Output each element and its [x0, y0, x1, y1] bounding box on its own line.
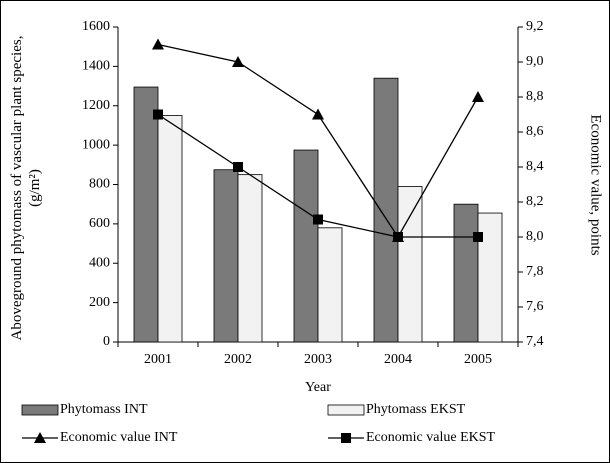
y2-tick-label: 9,0: [526, 54, 544, 69]
legend-label: Phytomass INT: [60, 402, 148, 417]
y2-axis-label: Economic value, points: [588, 114, 604, 255]
line-marker: [232, 56, 244, 67]
y-tick-label: 0: [103, 334, 110, 349]
legend-swatch: [327, 404, 365, 416]
y-tick-label: 1600: [82, 19, 110, 34]
y-tick-label: 1400: [82, 59, 110, 74]
x-axis-label: Year: [305, 380, 331, 395]
x-tick-label: 2002: [224, 352, 252, 367]
y2-tick-label: 8,0: [526, 229, 544, 244]
y-axis-label: Aboveground phytomass of vascular plant …: [9, 35, 43, 341]
legend-label: Economic value INT: [60, 430, 178, 445]
line-marker: [393, 232, 403, 242]
bar: [293, 149, 319, 343]
y-tick-label: 1000: [82, 137, 110, 152]
line-marker: [472, 91, 484, 102]
bar: [373, 77, 399, 343]
y2-tick-label: 7,4: [526, 334, 544, 349]
x-tick-label: 2005: [464, 352, 492, 367]
y-tick-label: 1200: [82, 98, 110, 113]
y-tick-label: 600: [89, 216, 110, 231]
y2-tick-label: 7,6: [526, 299, 544, 314]
y2-tick-label: 8,6: [526, 124, 544, 139]
y-tick-label: 400: [89, 255, 110, 270]
y2-tick-label: 8,8: [526, 89, 544, 104]
bar: [133, 86, 159, 343]
line-marker: [312, 108, 324, 120]
line-marker: [153, 109, 163, 120]
y2-tick-label: 8,4: [526, 159, 544, 174]
bar: [317, 227, 343, 343]
bar: [397, 186, 423, 343]
y-tick-label: 800: [89, 177, 110, 192]
y2-tick-label: 7,8: [526, 264, 544, 279]
y2-tick-label: 8,2: [526, 194, 544, 209]
y-tick-label: 200: [89, 295, 110, 310]
bar: [453, 203, 479, 343]
line-marker: [152, 38, 164, 50]
legend-swatch: [21, 404, 59, 416]
x-tick-label: 2003: [304, 352, 332, 367]
line-marker: [313, 214, 323, 225]
bar: [157, 115, 183, 343]
bar: [213, 169, 239, 343]
legend-marker: [341, 433, 351, 443]
legend-label: Economic value EKST: [366, 430, 496, 445]
x-tick-label: 2004: [384, 352, 412, 367]
line-marker: [233, 162, 243, 172]
legend-label: Phytomass EKST: [366, 402, 466, 417]
line-marker: [473, 232, 483, 242]
y2-tick-label: 9,2: [526, 19, 544, 34]
legend-marker: [34, 432, 46, 443]
bar: [237, 174, 263, 343]
x-tick-label: 2001: [144, 352, 172, 367]
